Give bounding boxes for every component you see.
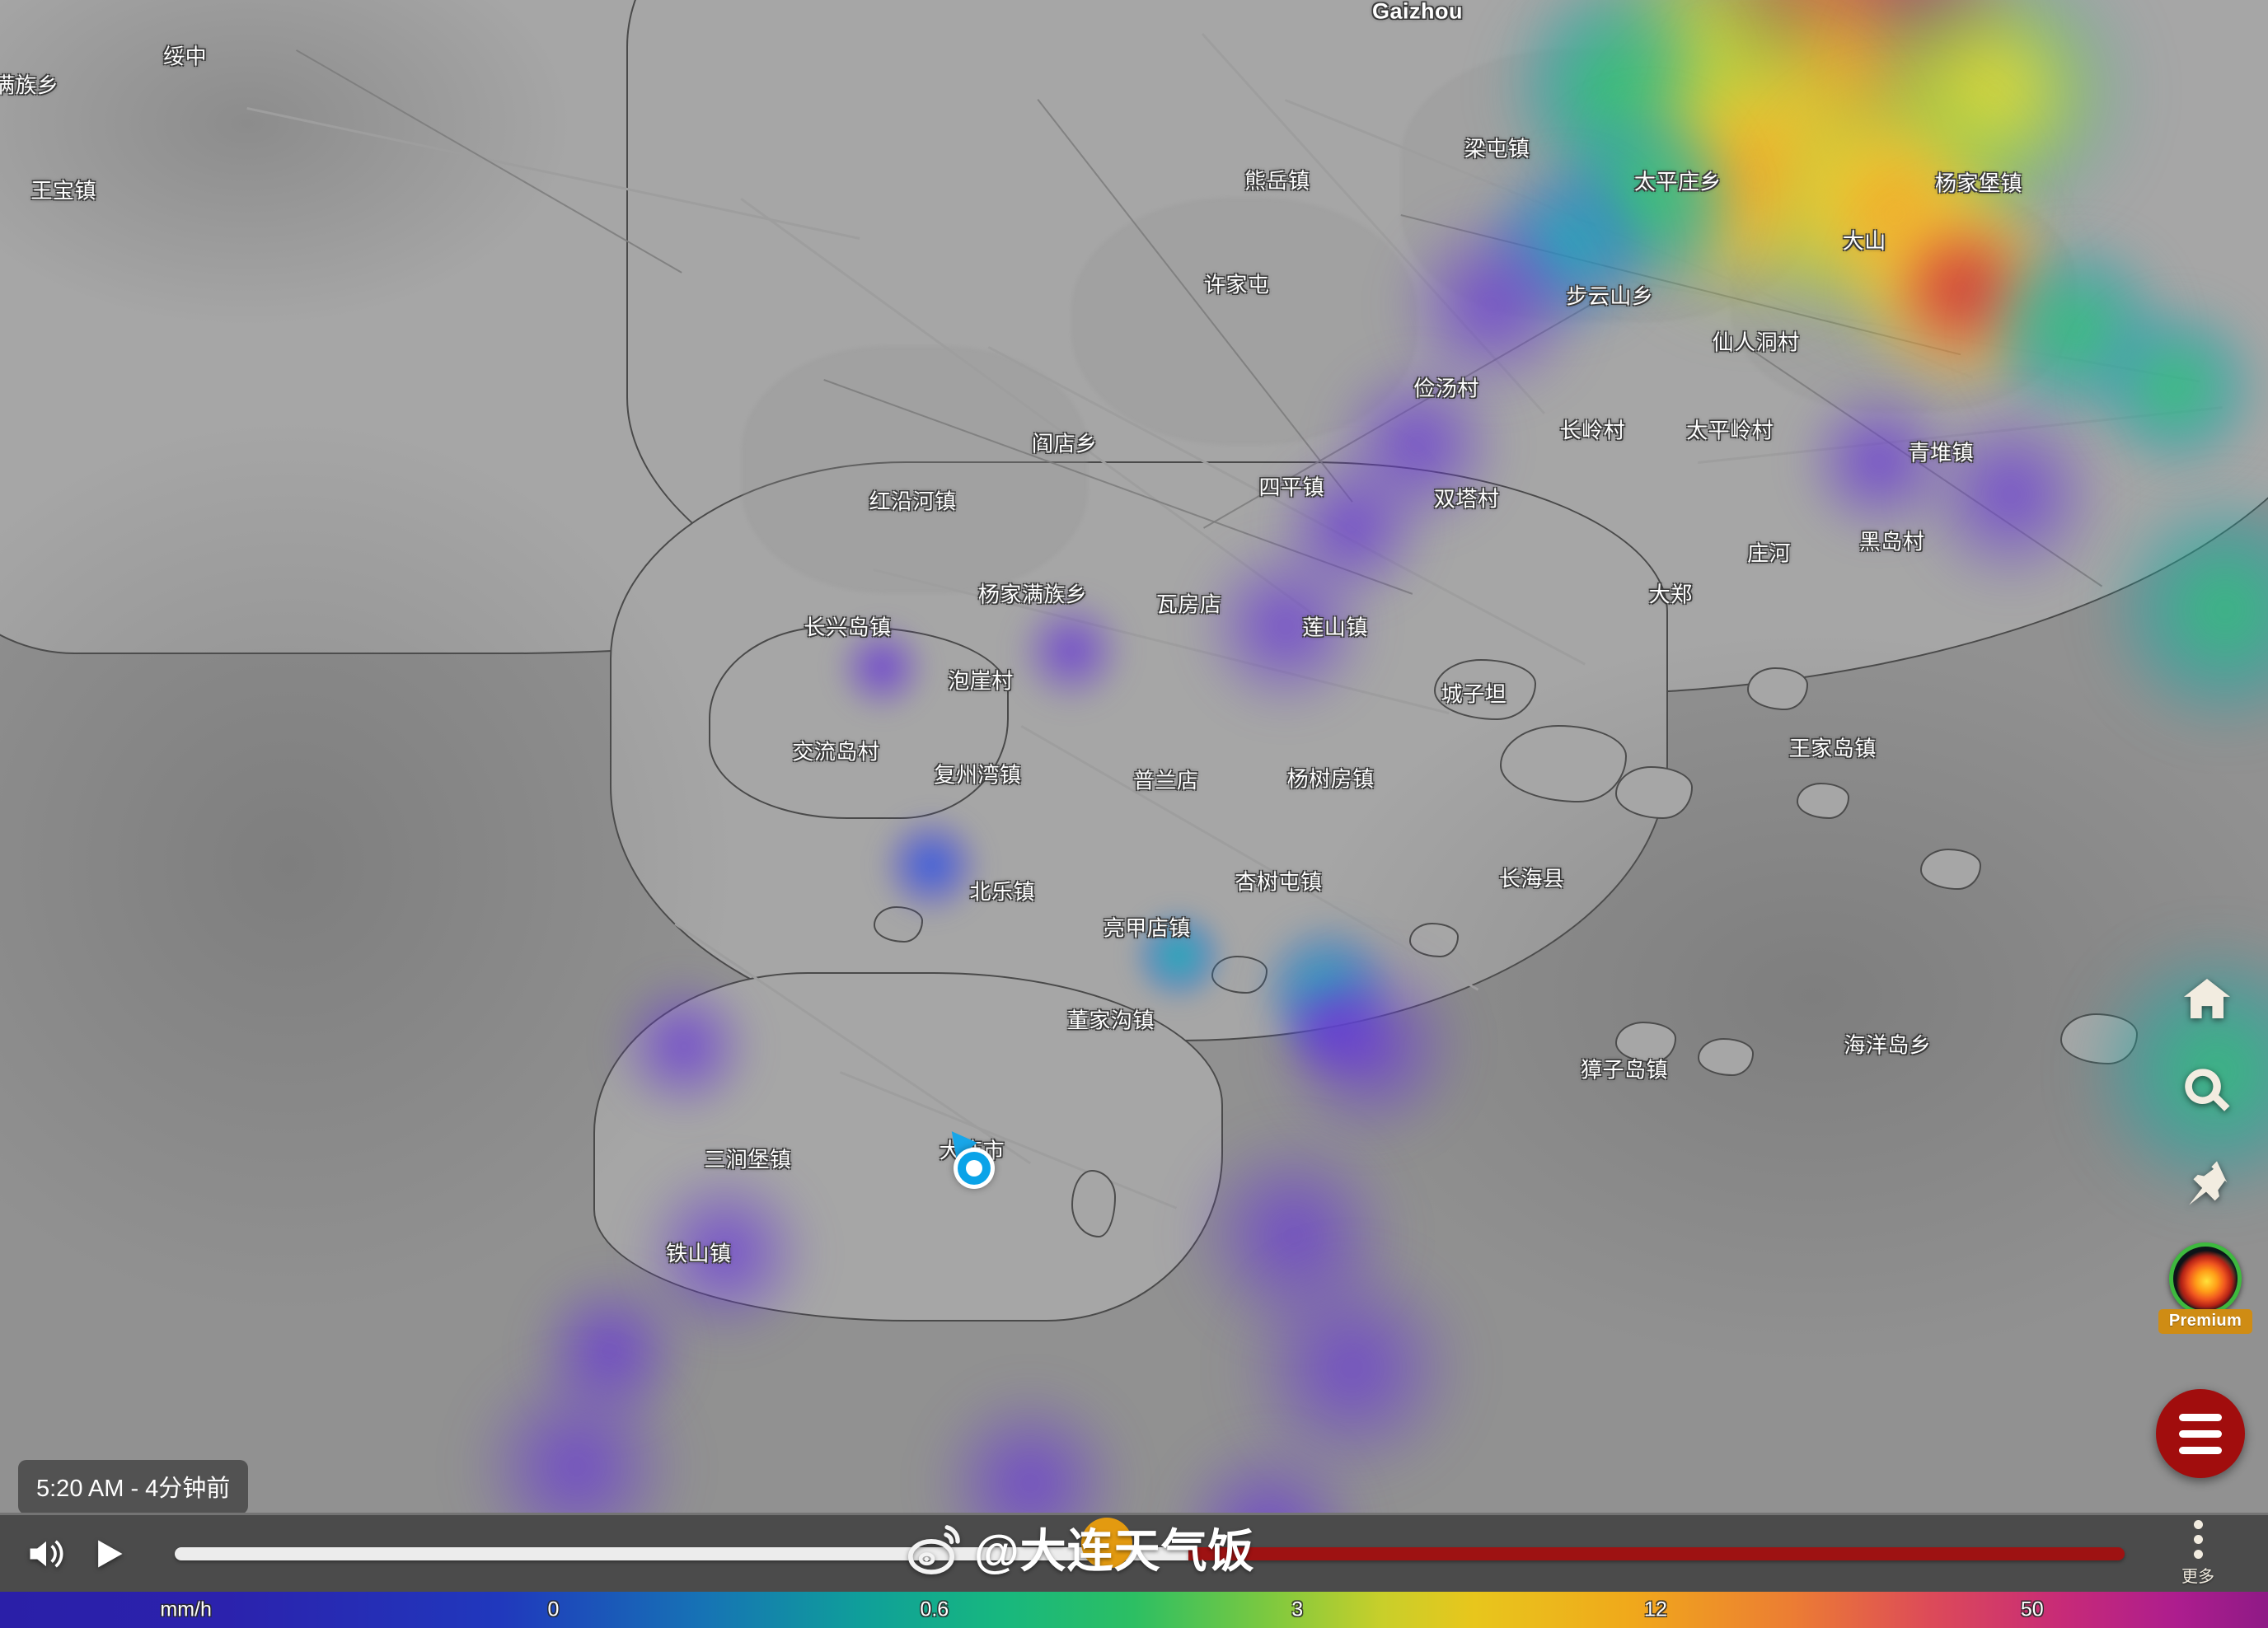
map-place-label: 庄河	[1746, 540, 1791, 566]
map-place-label: 梁屯镇	[1464, 136, 1530, 161]
island	[1747, 667, 1808, 710]
map-place-label: 城子坦	[1441, 681, 1507, 707]
menu-bar-icon	[2179, 1446, 2222, 1454]
legend-tick: 12	[1644, 1598, 1667, 1621]
map-place-label: 步云山乡	[1566, 283, 1654, 309]
map-place-label: 铁山镇	[665, 1241, 732, 1266]
map-place-label: 北乐镇	[969, 879, 1036, 905]
legend-tick: 0.6	[920, 1598, 949, 1621]
map-place-label: 阎店乡	[1031, 431, 1098, 456]
premium-label: Premium	[2158, 1309, 2253, 1334]
play-icon	[98, 1540, 123, 1567]
more-options-button[interactable]: 更多	[2153, 1520, 2243, 1587]
timestamp-badge: 5:20 AM - 4分钟前	[18, 1460, 249, 1514]
map-place-label: 杨树房镇	[1286, 766, 1375, 792]
sound-toggle-button[interactable]	[16, 1524, 76, 1584]
map-place-label: 熊岳镇	[1244, 168, 1310, 194]
search-button[interactable]	[2177, 1061, 2237, 1120]
map-place-label: 董家沟镇	[1066, 1008, 1155, 1033]
home-icon	[2184, 979, 2230, 1018]
island	[1500, 725, 1627, 802]
island	[1071, 1170, 1116, 1237]
radar-thumbnail-icon	[2169, 1242, 2242, 1315]
more-dots-icon	[2193, 1520, 2203, 1559]
map-place-label: 莲山镇	[1302, 615, 1368, 640]
map-place-label: 许家屯	[1203, 272, 1270, 297]
map-place-label: 红沿河镇	[869, 489, 957, 514]
map-place-label: 太平庄乡	[1633, 169, 1722, 194]
precipitation-legend: mm/h00.631250200	[0, 1592, 2268, 1628]
menu-bar-icon	[2179, 1429, 2222, 1438]
island	[1615, 766, 1693, 819]
map-place-label: 交流岛村	[792, 739, 880, 765]
search-icon	[2185, 1069, 2230, 1111]
map-place-label: Gaizhou	[1372, 0, 1463, 24]
map-place-label: 仙人洞村	[1712, 330, 1800, 355]
location-dot	[966, 1160, 982, 1177]
island	[1615, 1022, 1676, 1063]
island	[1797, 783, 1849, 819]
map-place-label: 王家岛镇	[1788, 736, 1877, 761]
island	[1434, 659, 1536, 720]
timeline-scrubber[interactable]	[175, 1546, 2125, 1560]
map-place-label: 杏树屯镇	[1235, 869, 1323, 895]
map-place-label: 双塔村	[1433, 486, 1500, 512]
side-control-rail	[2167, 969, 2247, 1213]
map-place-label: 俭汤村	[1413, 376, 1479, 401]
map-place-label: 大郑	[1648, 582, 1693, 606]
map-place-label: 泡崖村	[948, 668, 1014, 694]
island	[1920, 849, 1981, 890]
map-place-label: 瓦房店	[1155, 592, 1222, 617]
map-place-label: 满族乡	[0, 73, 59, 98]
map-place-label: 獐子岛镇	[1580, 1057, 1668, 1083]
terrain-patch	[742, 346, 1088, 593]
map-place-label: 亮甲店镇	[1103, 915, 1191, 941]
map-place-label: 三涧堡镇	[704, 1147, 792, 1172]
more-label: 更多	[2181, 1568, 2214, 1586]
home-button[interactable]	[2177, 969, 2237, 1028]
island	[1698, 1038, 1754, 1076]
timeline-past-segment[interactable]	[175, 1546, 1189, 1560]
map-place-label: 王宝镇	[30, 178, 96, 204]
premium-radar-button[interactable]: Premium	[2158, 1242, 2253, 1334]
map-place-label: 长岭村	[1559, 418, 1626, 443]
map-place-label: 长兴岛镇	[804, 615, 892, 640]
playback-bar: 更多	[0, 1513, 2268, 1592]
pin-icon	[2189, 1161, 2228, 1205]
map-place-label: 大山	[1842, 228, 1886, 254]
map-place-label: 黑岛村	[1858, 529, 1925, 554]
play-button[interactable]	[76, 1524, 135, 1584]
timeline-forecast-segment[interactable]	[1188, 1546, 2125, 1560]
map-place-label: 杨家满族乡	[977, 582, 1088, 606]
map-place-label: 普兰店	[1132, 768, 1199, 793]
map-place-label: 绥中	[163, 44, 208, 69]
map-place-label: 四平镇	[1258, 475, 1325, 500]
map-place-label: 复州湾镇	[934, 762, 1022, 788]
map-place-label: 海洋岛乡	[1844, 1032, 1932, 1058]
legend-tick: mm/h	[160, 1598, 212, 1621]
map-place-label: 长海县	[1498, 866, 1565, 891]
legend-tick: 50	[2020, 1598, 2044, 1621]
speaker-icon	[30, 1539, 63, 1568]
map-place-label: 太平岭村	[1686, 418, 1774, 443]
current-location-marker[interactable]	[941, 1123, 991, 1185]
menu-bar-icon	[2179, 1413, 2222, 1421]
menu-button[interactable]	[2156, 1389, 2245, 1478]
map-place-label: 杨家堡镇	[1934, 171, 2022, 196]
legend-tick: 0	[547, 1598, 560, 1621]
map-place-label: 青堆镇	[1908, 440, 1975, 465]
legend-tick: 3	[1291, 1598, 1304, 1621]
pin-button[interactable]	[2177, 1153, 2237, 1213]
